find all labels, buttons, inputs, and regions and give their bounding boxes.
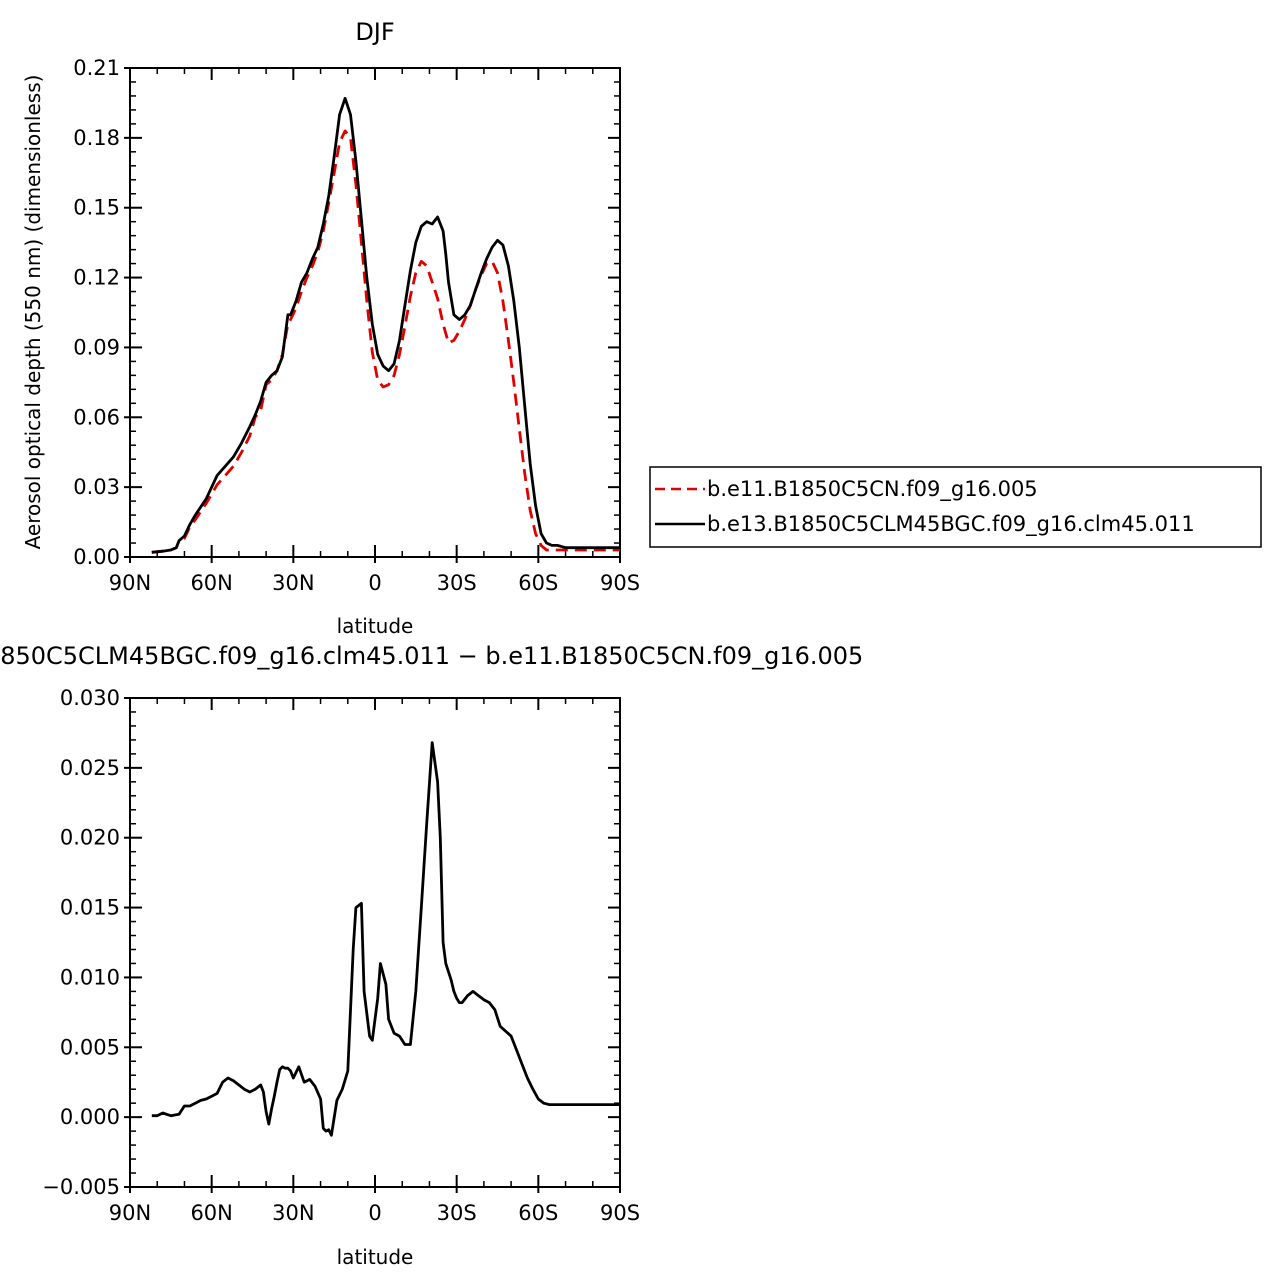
bottom-ytick-label: 0.005 xyxy=(60,1035,120,1059)
top-series-line-2 xyxy=(151,96,620,554)
top-series-line-1 xyxy=(151,129,620,554)
bottom-xlabel: latitude xyxy=(337,1245,414,1269)
bottom-xtick-label: 30S xyxy=(437,1201,477,1225)
legend-label-series-2: b.e13.B1850C5CLM45BGC.f09_g16.clm45.011 xyxy=(707,512,1195,537)
top-xtick-label: 60S xyxy=(518,571,558,595)
top-ytick-label: 0.06 xyxy=(73,405,120,429)
bottom-series-line-1 xyxy=(151,741,620,1137)
top-ytick-label: 0.21 xyxy=(73,56,120,80)
bottom-xtick-label: 90N xyxy=(109,1201,151,1225)
bottom-xtick-label: 0 xyxy=(368,1201,381,1225)
top-plot-frame xyxy=(129,67,621,558)
top-xtick-label: 30S xyxy=(437,571,477,595)
bottom-ytick-label: 0.020 xyxy=(60,826,120,850)
top-xtick-label: 90N xyxy=(109,571,151,595)
bottom-x-axis: 90N 60N 30N 0 30S 60S 90S xyxy=(109,698,640,1225)
top-chart-title: DJF xyxy=(355,18,394,46)
bottom-xtick-label: 90S xyxy=(600,1201,640,1225)
bottom-ytick-label: 0.030 xyxy=(60,686,120,710)
top-ylabel: Aerosol optical depth (550 nm) (dimensio… xyxy=(21,75,45,550)
bottom-ytick-label: 0.025 xyxy=(60,756,120,780)
bottom-y-axis: −0.005 0.000 0.005 0.010 0.015 0.020 0.025 0.03… xyxy=(42,686,620,1199)
panel-top: DJF 0.00 0.03 0.06 0.09 0.12 0.15 0.18 0.21 90N… xyxy=(21,18,640,638)
top-ytick-label: 0.15 xyxy=(73,196,120,220)
top-ytick-label: 0.12 xyxy=(73,266,120,290)
legend: b.e11.B1850C5CN.f09_g16.005 b.e13.B1850C… xyxy=(649,466,1262,548)
top-ytick-label: 0.03 xyxy=(73,475,120,499)
top-xtick-label: 30N xyxy=(272,571,314,595)
top-ytick-label: 0.00 xyxy=(73,545,120,569)
bottom-ytick-label: 0.000 xyxy=(60,1105,120,1129)
bottom-plot-frame xyxy=(129,697,621,1188)
panel-bottom: b.e13.B1850C5CLM45BGC.f09_g16.clm45.011 … xyxy=(0,642,863,1269)
legend-box xyxy=(649,466,1262,548)
bottom-xtick-label: 30N xyxy=(272,1201,314,1225)
top-x-axis: 90N 60N 30N 0 30S 60S 90S xyxy=(109,68,640,595)
bottom-ytick-label: 0.010 xyxy=(60,965,120,989)
top-xtick-label: 0 xyxy=(368,571,381,595)
bottom-ytick-label: 0.015 xyxy=(60,896,120,920)
top-xlabel: latitude xyxy=(337,614,414,638)
legend-label-series-1: b.e11.B1850C5CN.f09_g16.005 xyxy=(707,477,1038,502)
top-ytick-label: 0.18 xyxy=(73,126,120,150)
bottom-xtick-label: 60S xyxy=(518,1201,558,1225)
bottom-chart-title: b.e13.B1850C5CLM45BGC.f09_g16.clm45.011 … xyxy=(0,642,863,670)
top-series-lines xyxy=(151,96,620,554)
top-xtick-label: 60N xyxy=(190,571,232,595)
top-y-axis: 0.00 0.03 0.06 0.09 0.12 0.15 0.18 0.21 xyxy=(73,56,620,569)
bottom-series-lines xyxy=(151,741,620,1137)
top-ytick-label: 0.09 xyxy=(73,335,120,359)
bottom-xtick-label: 60N xyxy=(190,1201,232,1225)
bottom-ytick-label: −0.005 xyxy=(42,1175,120,1199)
top-xtick-label: 90S xyxy=(600,571,640,595)
